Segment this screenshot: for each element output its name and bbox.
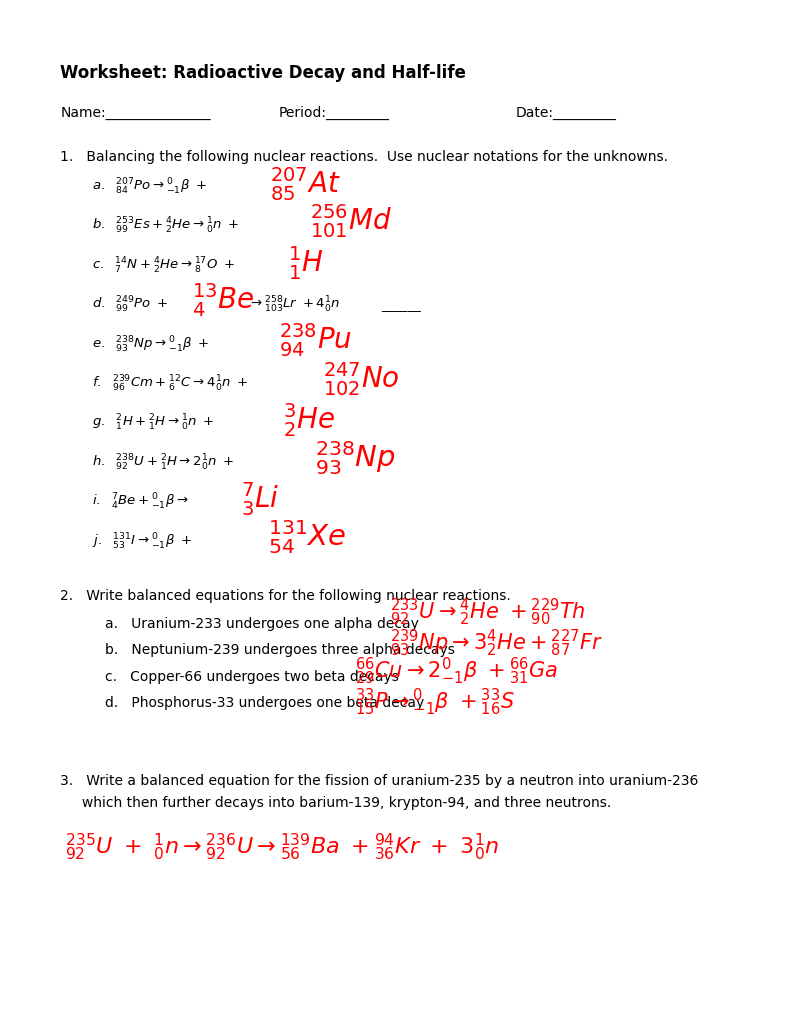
Text: $^{66}_{29}Cu\rightarrow 2^{0}_{-1}\beta\ +^{66}_{31}Ga$: $^{66}_{29}Cu\rightarrow 2^{0}_{-1}\beta… bbox=[354, 656, 558, 687]
Text: 3.   Write a balanced equation for the fission of uranium-235 by a neutron into : 3. Write a balanced equation for the fis… bbox=[60, 774, 698, 788]
Text: $^{7}_{3}Li$: $^{7}_{3}Li$ bbox=[240, 480, 279, 518]
Text: ______: ______ bbox=[381, 299, 421, 312]
Text: $j.\ \ ^{131}_{53}I\rightarrow^{0}_{-1}\beta\ +$: $j.\ \ ^{131}_{53}I\rightarrow^{0}_{-1}\… bbox=[92, 531, 191, 552]
Text: $\rightarrow^{258}_{103}Lr\ +4^{1}_{0}n$: $\rightarrow^{258}_{103}Lr\ +4^{1}_{0}n$ bbox=[248, 295, 340, 315]
Text: Worksheet: Radioactive Decay and Half-life: Worksheet: Radioactive Decay and Half-li… bbox=[60, 65, 467, 82]
Text: $d.\ \ ^{249}_{99}Po\ +$: $d.\ \ ^{249}_{99}Po\ +$ bbox=[92, 295, 168, 315]
Text: $^{1}_{1}H$: $^{1}_{1}H$ bbox=[288, 244, 324, 282]
Text: $i.\ \ ^{7}_{4}Be+^{0}_{-1}\beta\rightarrow$: $i.\ \ ^{7}_{4}Be+^{0}_{-1}\beta\rightar… bbox=[92, 493, 188, 512]
Text: $h.\ \ ^{238}_{92}U+^{2}_{1}H\rightarrow 2^{1}_{0}n\ +$: $h.\ \ ^{238}_{92}U+^{2}_{1}H\rightarrow… bbox=[92, 453, 234, 473]
Text: d.   Phosphorus-33 undergoes one beta decay: d. Phosphorus-33 undergoes one beta deca… bbox=[105, 696, 424, 711]
Text: $a.\ \ ^{207}_{84}Po\rightarrow^{0}_{-1}\beta\ +$: $a.\ \ ^{207}_{84}Po\rightarrow^{0}_{-1}… bbox=[92, 176, 206, 197]
Text: $^{131}_{54}Xe$: $^{131}_{54}Xe$ bbox=[268, 518, 346, 556]
Text: $g.\ \ ^{2}_{1}H+^{2}_{1}H\rightarrow^{1}_{0}n\ +$: $g.\ \ ^{2}_{1}H+^{2}_{1}H\rightarrow^{1… bbox=[92, 414, 214, 433]
Text: $^{13}_{4}Be$: $^{13}_{4}Be$ bbox=[192, 282, 255, 319]
Text: $^{33}_{15}P\rightarrow^{0}_{-1}\beta\ +^{33}_{16}S$: $^{33}_{15}P\rightarrow^{0}_{-1}\beta\ +… bbox=[354, 687, 514, 718]
Text: $^{238}_{93}Np$: $^{238}_{93}Np$ bbox=[315, 439, 396, 477]
Text: 1.   Balancing the following nuclear reactions.  Use nuclear notations for the u: 1. Balancing the following nuclear react… bbox=[60, 150, 668, 164]
Text: $^{247}_{102}No$: $^{247}_{102}No$ bbox=[324, 360, 400, 398]
Text: $^{3}_{2}He$: $^{3}_{2}He$ bbox=[283, 401, 335, 439]
Text: b.   Neptunium-239 undergoes three alpha decays: b. Neptunium-239 undergoes three alpha d… bbox=[105, 643, 455, 657]
Text: 2.   Write balanced equations for the following nuclear reactions.: 2. Write balanced equations for the foll… bbox=[60, 589, 511, 603]
Text: $b.\ \ ^{253}_{99}Es+^{4}_{2}He\rightarrow^{1}_{0}n\ +$: $b.\ \ ^{253}_{99}Es+^{4}_{2}He\rightarr… bbox=[92, 216, 239, 237]
Text: $f.\ \ ^{239}_{96}Cm+^{12}_{6}C\rightarrow 4^{1}_{0}n\ +$: $f.\ \ ^{239}_{96}Cm+^{12}_{6}C\rightarr… bbox=[92, 374, 248, 394]
Text: $^{235}_{92}U\ +\ ^{1}_{0}n\rightarrow^{236}_{92}U\rightarrow^{139}_{56}Ba\ +^{9: $^{235}_{92}U\ +\ ^{1}_{0}n\rightarrow^{… bbox=[65, 831, 499, 863]
Text: Period:_________: Period:_________ bbox=[279, 105, 390, 120]
Text: $^{256}_{101}Md$: $^{256}_{101}Md$ bbox=[310, 203, 392, 241]
Text: $c.\ \ ^{14}_{7}N+^{4}_{2}He\rightarrow^{17}_{8}O\ +$: $c.\ \ ^{14}_{7}N+^{4}_{2}He\rightarrow^… bbox=[92, 256, 235, 275]
Text: c.   Copper-66 undergoes two beta decays: c. Copper-66 undergoes two beta decays bbox=[105, 670, 399, 684]
Text: $e.\ \ ^{238}_{93}Np\rightarrow^{0}_{-1}\beta\ +$: $e.\ \ ^{238}_{93}Np\rightarrow^{0}_{-1}… bbox=[92, 335, 209, 354]
Text: which then further decays into barium-139, krypton-94, and three neutrons.: which then further decays into barium-13… bbox=[60, 796, 611, 810]
Text: $^{238}_{94}Pu$: $^{238}_{94}Pu$ bbox=[279, 321, 352, 358]
Text: Name:_______________: Name:_______________ bbox=[60, 105, 211, 120]
Text: Date:_________: Date:_________ bbox=[515, 105, 616, 120]
Text: $^{207}_{85}At$: $^{207}_{85}At$ bbox=[270, 165, 341, 203]
Text: $^{233}_{92}U\rightarrow^{4}_{2}He\ +^{229}_{90}Th$: $^{233}_{92}U\rightarrow^{4}_{2}He\ +^{2… bbox=[390, 597, 586, 628]
Text: a.   Uranium-233 undergoes one alpha decay: a. Uranium-233 undergoes one alpha decay bbox=[105, 616, 419, 631]
Text: $^{239}_{93}Np\rightarrow 3^{4}_{2}He+^{227}_{87}Fr$: $^{239}_{93}Np\rightarrow 3^{4}_{2}He+^{… bbox=[390, 628, 604, 658]
